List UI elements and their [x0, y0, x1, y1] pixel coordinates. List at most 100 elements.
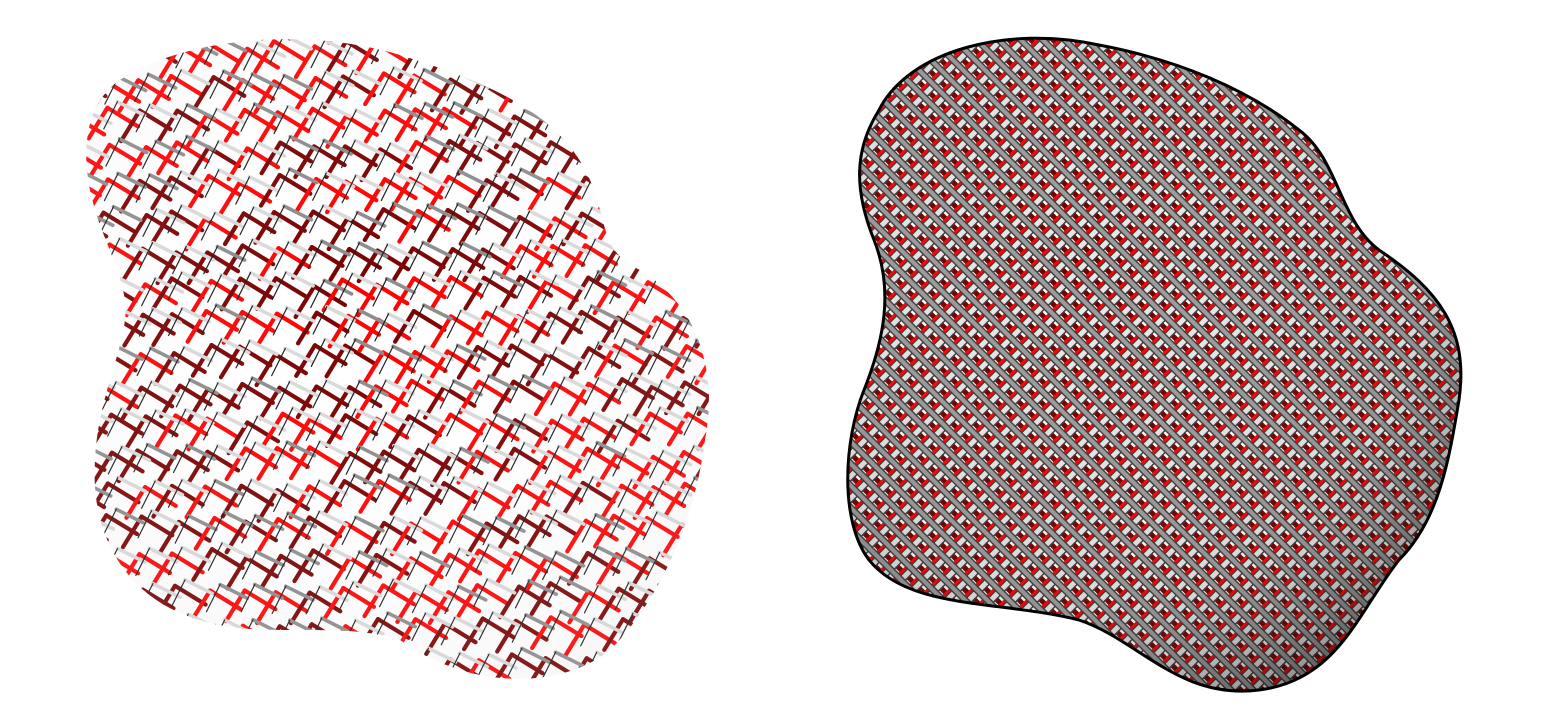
lattice-strand-edge — [652, 8, 666, 35]
mesh-strand-back — [1541, 0, 1558, 720]
lattice-strand-back — [652, 175, 688, 199]
lattice-strand-back — [52, 149, 71, 180]
lattice-strand-front — [725, 581, 752, 595]
lattice-strand-edge — [648, 41, 664, 71]
lattice-strand-back — [720, 15, 751, 34]
lattice-strand-back — [193, 623, 217, 659]
lattice-strand-edge — [583, 39, 599, 67]
lattice-strand-back — [41, 685, 72, 704]
lattice-strand-edge — [71, 279, 85, 306]
lattice-strand-back — [209, 687, 240, 706]
lattice-strand-back — [717, 624, 748, 643]
lattice-strand-back — [86, 241, 104, 265]
lattice-strand-back — [615, 207, 651, 231]
mesh-strand-shadow — [1487, 0, 1558, 720]
lattice-strand-edge — [719, 278, 733, 305]
lattice-strand-edge — [373, 652, 389, 679]
lattice-strand-back — [656, 14, 687, 33]
lattice-strand-edge — [751, 442, 765, 469]
lattice-strand-edge — [711, 310, 725, 337]
lattice-strand-front — [763, 619, 779, 633]
lattice-strand-edge — [753, 380, 767, 407]
lattice-strand-back — [546, 7, 577, 26]
lattice-strand-back — [87, 43, 111, 79]
lattice-strand-back — [757, 656, 779, 675]
lattice-strand-edge — [68, 43, 82, 70]
lattice-strand-edge — [513, 39, 529, 66]
lattice-strand-edge — [278, 685, 292, 712]
lattice-strand-edge — [207, 647, 223, 676]
lattice-strand-front — [763, 244, 779, 258]
lattice-strand-front — [595, 0, 622, 14]
lattice-strand-back — [55, 621, 74, 652]
mesh-strand-shadow — [847, 38, 869, 692]
lattice-strand-back — [397, 652, 421, 679]
lattice-strand-back — [55, 312, 74, 343]
lattice-strand-back — [91, 314, 115, 349]
mesh-strand-back — [1497, 0, 1558, 720]
lattice-strand-back — [281, 8, 312, 27]
lattice-strand-front — [358, 6, 385, 20]
lattice-strand-back — [690, 6, 721, 25]
lattice-strand-edge — [752, 684, 766, 711]
mesh-strand-front — [1531, 0, 1558, 720]
lattice-strand-edge — [35, 343, 49, 370]
lattice-strand-edge — [70, 482, 84, 509]
lattice-strand-front — [86, 40, 111, 58]
lattice-strand-edge — [86, 373, 88, 403]
lattice-strand-back — [720, 78, 751, 97]
lattice-strand-front — [383, 39, 415, 52]
lattice-strand-edge — [750, 510, 764, 537]
lattice-strand-edge — [715, 41, 729, 68]
lattice-strand-front — [49, 243, 76, 257]
lattice-strand-front — [183, 0, 210, 13]
lattice-strand-front — [562, 39, 594, 56]
lattice-strand-back — [620, 13, 651, 32]
lattice-strand-edge — [582, 0, 596, 27]
lattice-strand-back — [680, 615, 709, 639]
lattice-strand-front — [733, 105, 760, 119]
lattice-strand-edge — [720, 105, 734, 132]
lattice-strand-back — [249, 695, 280, 714]
lattice-strand-back — [86, 583, 110, 618]
lattice-strand-back — [733, 8, 752, 39]
lattice-strand-front — [556, 1, 583, 15]
lattice-strand-back — [740, 47, 759, 78]
lattice-strand-back — [597, 176, 621, 212]
lattice-strand-back — [632, 46, 656, 82]
lattice-strand-front — [156, 8, 183, 22]
mesh-strand-back — [1481, 0, 1558, 720]
lattice-strand-front — [762, 2, 779, 16]
mesh-strand-shadow — [779, 0, 821, 720]
lattice-strand-front — [527, 72, 559, 90]
lattice-strand-back — [516, 8, 547, 27]
mesh-strand-back — [1525, 0, 1558, 720]
lattice-strand-back — [102, 622, 137, 646]
lattice-strand-back — [731, 555, 750, 586]
lattice-strand-back — [701, 176, 709, 211]
lattice-strand-back — [702, 108, 709, 144]
lattice-strand-front — [658, 106, 690, 124]
lattice-strand-back — [190, 687, 209, 718]
lattice-strand-edge — [104, 9, 118, 36]
lattice-strand-back — [308, 8, 339, 27]
lattice-strand-front — [116, 39, 147, 56]
lattice-strand-back — [19, 388, 38, 419]
lattice-strand-edge — [33, 170, 47, 197]
mesh-strand-shadow — [1465, 0, 1558, 720]
left-lattice-panel — [18, 0, 779, 718]
lattice-strand-front — [593, 169, 625, 188]
lattice-strand-back — [86, 583, 104, 607]
mesh-strand-back — [1456, 38, 1461, 692]
lattice-strand-back — [18, 449, 37, 480]
lattice-strand-front — [51, 411, 78, 425]
lattice-strand-front — [526, 39, 558, 53]
lattice-strand-front — [725, 310, 752, 324]
lattice-strand-edge — [66, 171, 80, 198]
lattice-strand-edge — [37, 411, 51, 438]
lattice-strand-edge — [719, 143, 733, 170]
lattice-strand-back — [314, 692, 345, 711]
lattice-strand-back — [55, 451, 74, 482]
lattice-strand-back — [740, 318, 759, 349]
lattice-strand-edge — [678, 72, 694, 102]
